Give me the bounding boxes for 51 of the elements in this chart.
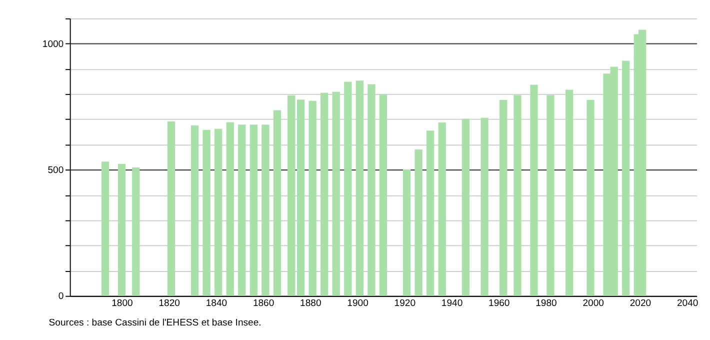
bar bbox=[586, 100, 594, 296]
bar bbox=[238, 124, 246, 296]
bar bbox=[438, 122, 446, 296]
bar bbox=[296, 100, 305, 296]
bar bbox=[167, 122, 176, 296]
bar bbox=[462, 118, 470, 296]
bar bbox=[514, 95, 522, 296]
bar bbox=[402, 169, 411, 296]
bar bbox=[622, 60, 630, 296]
bar bbox=[226, 122, 234, 296]
x-tick-label: 1840 bbox=[206, 298, 228, 309]
x-tick-label: 1900 bbox=[347, 298, 368, 309]
x-tick-label: 1980 bbox=[536, 298, 557, 309]
bar bbox=[368, 84, 376, 296]
x-tick-label: 1800 bbox=[112, 298, 133, 309]
bar bbox=[118, 164, 126, 296]
x-tick-label: 2020 bbox=[630, 298, 652, 309]
bar bbox=[262, 124, 270, 296]
x-tick-label: 1860 bbox=[252, 298, 274, 309]
bar bbox=[132, 167, 140, 296]
x-tick-label: 1820 bbox=[158, 298, 180, 309]
bar bbox=[344, 82, 352, 296]
bar bbox=[379, 94, 388, 296]
bar bbox=[202, 130, 210, 296]
bar bbox=[356, 80, 364, 296]
bar bbox=[414, 150, 422, 296]
bar bbox=[546, 95, 554, 296]
x-tick-label: 1880 bbox=[300, 298, 322, 309]
bar bbox=[101, 162, 110, 296]
x-tick-label: 2040 bbox=[676, 298, 698, 309]
x-tick-label: 2000 bbox=[582, 298, 604, 309]
bar bbox=[566, 90, 574, 296]
bar bbox=[214, 128, 222, 296]
bar bbox=[500, 100, 508, 296]
bar bbox=[190, 125, 199, 296]
source-note: Sources : base Cassini de l'EHESS et base Insee. bbox=[48, 318, 262, 329]
y-tick-label: 500 bbox=[48, 165, 64, 176]
bar bbox=[320, 92, 328, 296]
bar bbox=[480, 118, 488, 296]
bar bbox=[250, 124, 258, 296]
bar bbox=[273, 110, 282, 296]
x-tick-label: 1940 bbox=[441, 298, 463, 309]
y-tick-label: 1000 bbox=[42, 38, 64, 50]
bar bbox=[530, 84, 538, 296]
x-tick-label: 1960 bbox=[488, 298, 510, 309]
bar bbox=[288, 95, 296, 296]
bar bbox=[332, 92, 340, 296]
x-tick-label: 1920 bbox=[394, 298, 416, 309]
bar bbox=[308, 100, 316, 296]
bar bbox=[426, 130, 434, 296]
y-tick-label: 0 bbox=[58, 291, 64, 302]
